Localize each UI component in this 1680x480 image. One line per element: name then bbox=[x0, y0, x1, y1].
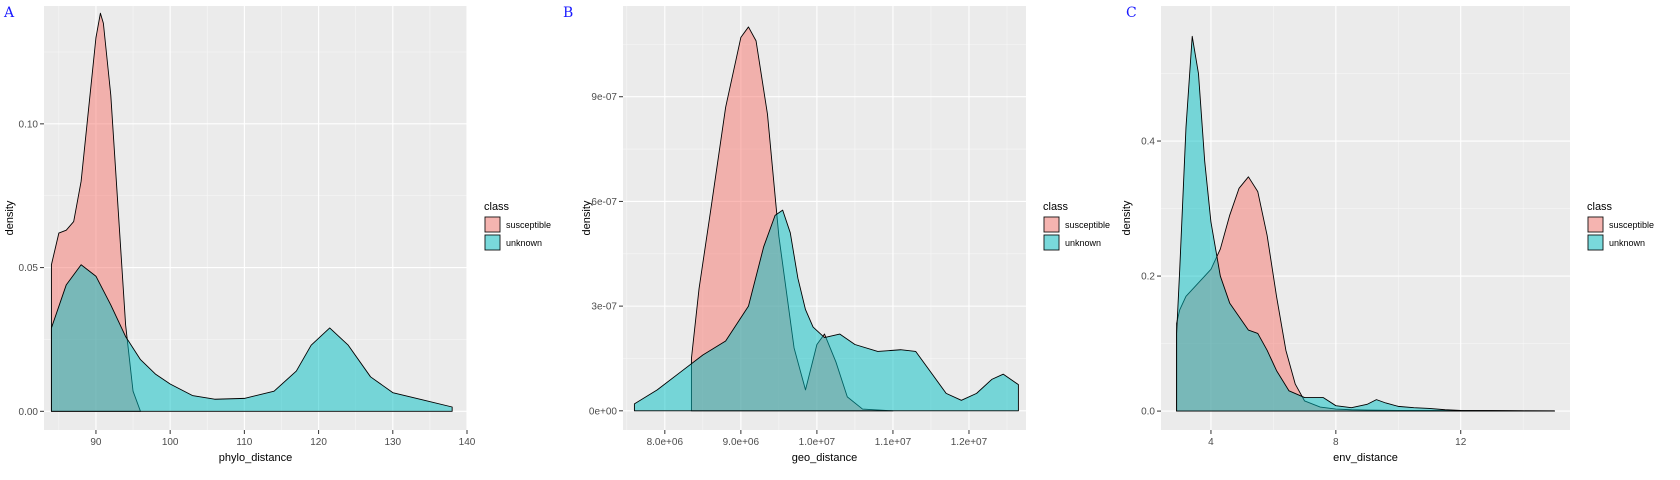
legend-title: class bbox=[1587, 201, 1613, 213]
legend-label-susceptible: susceptible bbox=[1609, 220, 1654, 230]
y-tick-label: 0.4 bbox=[1141, 137, 1155, 148]
legend-title: class bbox=[484, 201, 510, 213]
x-tick-label: 110 bbox=[236, 437, 252, 448]
x-tick-label: 8.0e+06 bbox=[647, 437, 684, 448]
legend-swatch-unknown bbox=[484, 234, 501, 251]
panel-label: B bbox=[563, 5, 573, 21]
panel-label: A bbox=[3, 5, 15, 21]
legend-title: class bbox=[1043, 201, 1069, 213]
x-axis-title: geo_distance bbox=[792, 452, 857, 464]
legend-label-susceptible: susceptible bbox=[506, 220, 551, 230]
legend-swatch-susceptible bbox=[1043, 216, 1060, 233]
y-tick-label: 0.00 bbox=[19, 407, 39, 418]
legend-label-susceptible: susceptible bbox=[1065, 220, 1110, 230]
panel-b: 8.0e+06 9.0e+06 1.0e+07 1.1e+07 1.2e+07 0e+00… bbox=[563, 5, 1110, 464]
legend-label-unknown: unknown bbox=[1609, 238, 1645, 248]
x-tick-label: 4 bbox=[1208, 437, 1214, 448]
y-tick-label: 3e-07 bbox=[591, 302, 617, 313]
legend-swatch-susceptible bbox=[484, 216, 501, 233]
density-area-unknown bbox=[633, 209, 1019, 412]
legend: class susceptible unknown bbox=[1587, 201, 1654, 251]
x-tick-label: 90 bbox=[90, 437, 102, 448]
x-tick-label: 120 bbox=[310, 437, 327, 448]
legend-label-unknown: unknown bbox=[506, 238, 542, 248]
legend-label-unknown: unknown bbox=[1065, 238, 1101, 248]
legend-swatch-unknown bbox=[1587, 234, 1604, 251]
legend-swatch-unknown bbox=[1043, 234, 1060, 251]
legend: class susceptible unknown bbox=[484, 201, 551, 251]
x-tick-label: 140 bbox=[459, 437, 476, 448]
legend-swatch-susceptible bbox=[1587, 216, 1604, 233]
x-axis-title: phylo_distance bbox=[219, 452, 292, 464]
legend: class susceptible unknown bbox=[1043, 201, 1110, 251]
density-area-unknown bbox=[1176, 35, 1555, 412]
x-tick-label: 9.0e+06 bbox=[723, 437, 760, 448]
y-tick-label: 0e+00 bbox=[589, 406, 618, 417]
x-tick-label: 100 bbox=[162, 437, 179, 448]
density-area-unknown bbox=[50, 264, 453, 412]
panel-a: 90 100 110 120 130 140 0.00 0.05 0.10 phylo_dista… bbox=[3, 5, 551, 464]
panel-label: C bbox=[1126, 5, 1137, 21]
y-axis-title: density bbox=[4, 200, 16, 235]
x-axis-title: env_distance bbox=[1333, 452, 1398, 464]
x-tick-label: 1.2e+07 bbox=[951, 437, 988, 448]
x-tick-label: 1.1e+07 bbox=[875, 437, 912, 448]
y-axis-title: density bbox=[1121, 200, 1133, 235]
y-tick-label: 9e-07 bbox=[591, 92, 617, 103]
y-tick-label: 0.05 bbox=[19, 263, 39, 274]
x-tick-label: 130 bbox=[384, 437, 401, 448]
y-tick-label: 0.0 bbox=[1141, 407, 1155, 418]
x-tick-label: 1.0e+07 bbox=[799, 437, 836, 448]
y-axis-title: density bbox=[581, 200, 593, 235]
x-tick-label: 12 bbox=[1455, 437, 1467, 448]
y-tick-label: 0.10 bbox=[19, 119, 39, 130]
y-tick-label: 6e-07 bbox=[591, 197, 617, 208]
y-tick-label: 0.2 bbox=[1141, 272, 1155, 283]
x-tick-label: 8 bbox=[1333, 437, 1339, 448]
